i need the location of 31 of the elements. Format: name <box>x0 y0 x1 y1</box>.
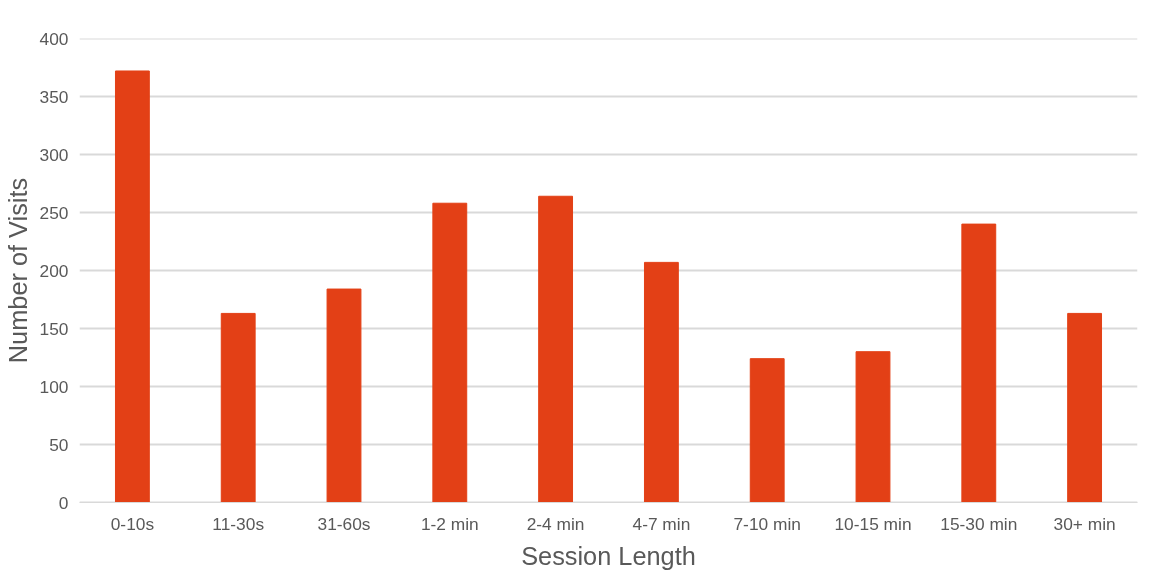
y-tick-label: 250 <box>39 202 69 223</box>
bar <box>114 70 150 503</box>
bar <box>855 351 891 503</box>
bar <box>749 358 785 503</box>
y-tick-label: 400 <box>39 28 69 49</box>
y-tick-label: 200 <box>39 260 69 281</box>
y-tick-label: 100 <box>39 376 69 397</box>
x-tick-label: 11-30s <box>212 513 265 534</box>
y-axis-title: Number of Visits <box>3 177 32 364</box>
bar <box>432 202 468 503</box>
x-tick-label: 15-30 min <box>940 513 1018 534</box>
y-tick-label: 0 <box>58 492 69 513</box>
y-tick-label: 50 <box>49 434 69 455</box>
x-tick-label: 2-4 min <box>526 513 585 534</box>
bar <box>961 223 997 503</box>
bar <box>326 288 362 503</box>
x-tick-label: 0-10s <box>110 513 155 534</box>
bar <box>220 312 256 503</box>
x-tick-label: 10-15 min <box>834 513 912 534</box>
bar <box>1067 312 1103 503</box>
y-tick-label: 350 <box>39 86 69 107</box>
x-tick-label: 1-2 min <box>420 513 479 534</box>
bar <box>538 195 574 503</box>
x-tick-label: 4-7 min <box>632 513 691 534</box>
bar <box>643 261 679 503</box>
x-tick-label: 31-60s <box>317 513 371 534</box>
x-tick-label: 30+ min <box>1053 513 1116 534</box>
x-axis-title: Session Length <box>521 541 696 570</box>
x-tick-label: 7-10 min <box>733 513 801 534</box>
y-tick-label: 300 <box>39 144 69 165</box>
y-tick-label: 150 <box>39 318 69 339</box>
